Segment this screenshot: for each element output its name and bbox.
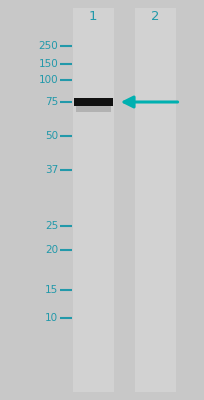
Bar: [73, 98, 112, 106]
Text: 150: 150: [39, 59, 58, 69]
Text: 15: 15: [45, 285, 58, 295]
Text: 25: 25: [45, 221, 58, 231]
Text: 20: 20: [45, 245, 58, 255]
Text: 50: 50: [45, 131, 58, 141]
Text: 10: 10: [45, 313, 58, 323]
Text: 250: 250: [39, 41, 58, 51]
Text: 1: 1: [89, 10, 97, 22]
Bar: [135, 8, 175, 392]
Text: 100: 100: [39, 75, 58, 85]
Bar: [72, 8, 113, 392]
Text: 75: 75: [45, 97, 58, 107]
Bar: [75, 106, 110, 112]
Text: 37: 37: [45, 165, 58, 175]
Text: 2: 2: [150, 10, 158, 22]
